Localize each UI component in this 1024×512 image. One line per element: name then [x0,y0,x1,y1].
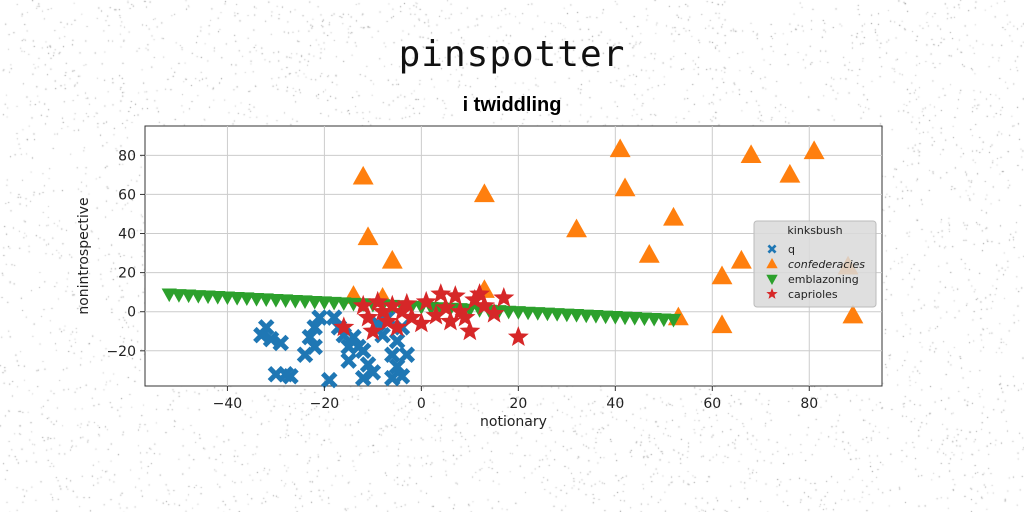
data-point [415,290,437,311]
data-point [469,283,490,303]
data-point [352,294,374,315]
x-tick-label: 20 [509,396,527,412]
series-emblazoning [161,288,682,328]
data-point [454,306,476,327]
data-point [340,352,357,369]
data-point [311,309,328,326]
data-point [444,285,466,305]
legend-marker [766,258,778,269]
data-point [779,163,801,183]
data-point [401,306,423,327]
data-point [357,306,379,327]
data-point [367,290,389,311]
data-point [493,287,515,307]
y-tick-label: 40 [118,227,136,243]
data-point [301,328,319,346]
data-point [803,140,825,160]
data-point [609,138,631,158]
data-point [507,326,529,346]
data-point [357,226,379,246]
data-point [388,332,406,350]
data-point [665,313,682,328]
data-point [272,334,290,352]
x-tick-label: −20 [310,396,340,412]
x-tick-label: −40 [213,396,243,412]
data-point [566,218,587,238]
data-point [711,265,733,285]
data-point [740,144,762,164]
data-point [321,371,338,389]
data-point [352,165,374,185]
data-point [306,319,323,336]
legend-marker [766,288,778,299]
data-point [638,244,660,263]
legend-label: emblazoning [788,273,859,286]
data-point [435,296,457,317]
data-point [362,320,384,341]
y-tick-label: 0 [127,305,136,321]
series-caprioles [333,283,529,346]
data-point [396,292,418,313]
data-point [483,302,505,323]
data-point [257,319,275,336]
data-point [381,249,403,269]
data-point [425,304,447,325]
chart-title: i twiddling [462,94,562,116]
data-point [842,304,864,324]
legend-box [753,220,877,308]
data-point [354,369,372,387]
chart-supertitle: pinspotter [398,34,626,75]
data-point [473,183,495,203]
series-confederacies [343,138,864,334]
data-point [262,330,280,348]
y-tick-label: 20 [118,266,136,282]
data-point [377,310,398,331]
data-point [388,358,406,375]
x-axis-ticks: −40 −20 0 20 40 60 80 [213,386,818,412]
legend-title: kinksbush [787,224,842,237]
data-point [430,283,452,303]
data-point [440,310,461,331]
data-point [354,342,372,360]
data-point [473,294,495,315]
x-tick-label: 40 [606,396,624,412]
data-point [398,346,416,363]
y-axis-ticks: −20 0 20 40 60 80 [106,148,145,360]
y-tick-label: 60 [118,187,136,203]
data-marks [161,138,864,389]
data-point [381,294,403,315]
data-point [325,309,343,326]
data-point [282,367,299,385]
legend: kinksbush q confederacies emblazoning capri… [753,220,877,308]
legend-label: q [788,243,795,256]
data-point [459,320,481,341]
y-tick-label: −20 [106,344,136,360]
data-point [333,316,355,337]
data-point [384,346,401,363]
data-point [663,206,684,226]
x-tick-label: 80 [800,396,818,412]
data-point [393,367,411,385]
legend-marker [767,244,777,254]
y-axis-label: nonintrospective [76,197,92,314]
data-point [730,249,752,269]
data-point [306,338,323,356]
data-point [614,177,636,197]
data-point [449,300,471,321]
data-point [711,314,733,334]
data-point [410,312,432,333]
x-tick-label: 0 [417,396,426,412]
data-point [372,300,393,321]
legend-label: caprioles [788,288,838,301]
data-point [364,364,382,381]
legend-label: confederacies [788,258,865,271]
data-point [386,316,408,337]
x-tick-label: 60 [703,396,721,412]
legend-items: q confederacies emblazoning caprioles [766,243,865,301]
legend-marker [766,274,778,285]
x-axis-label: notionary [480,414,547,430]
y-tick-label: 80 [118,148,136,164]
